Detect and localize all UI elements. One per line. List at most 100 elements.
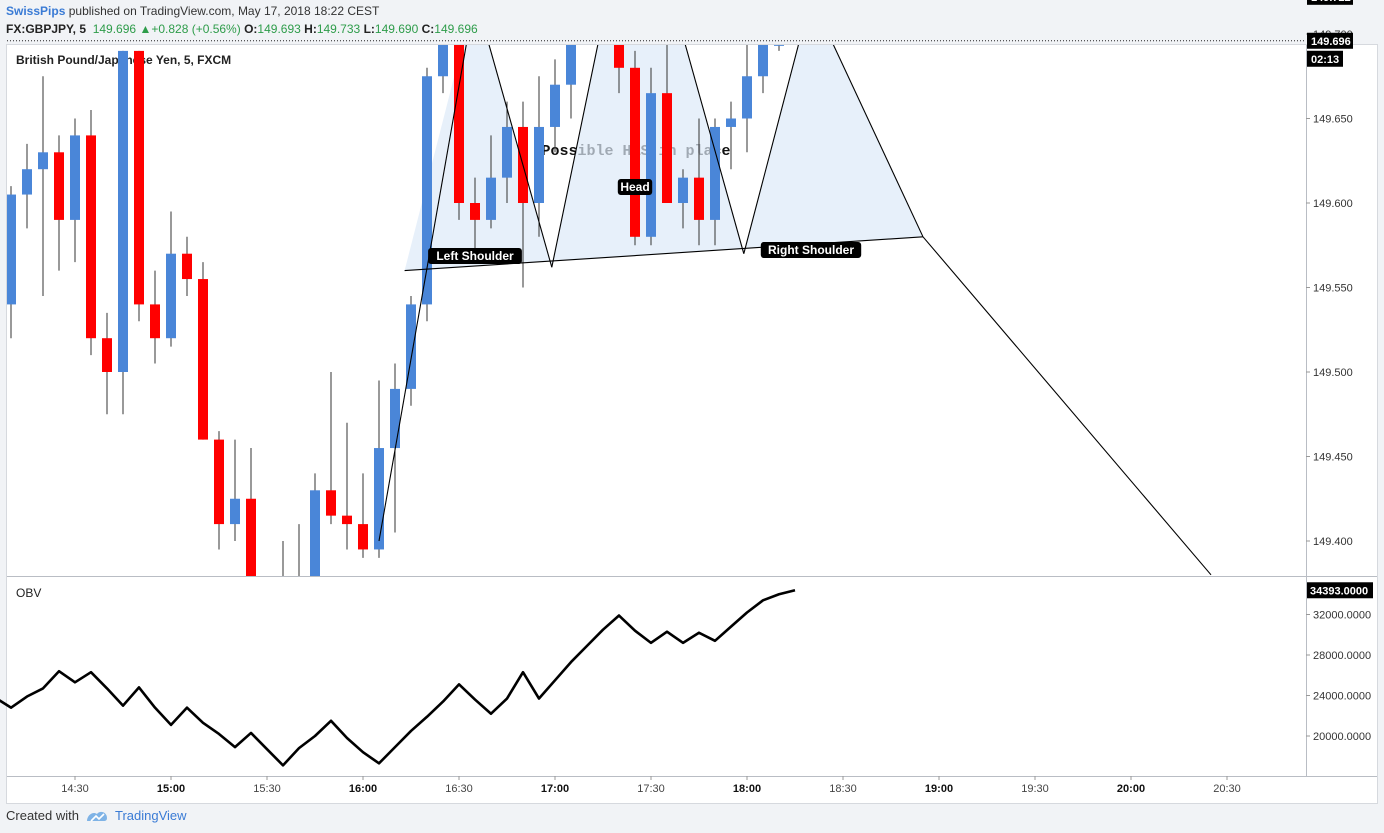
candle-up[interactable] bbox=[502, 126, 512, 178]
candle-down[interactable] bbox=[150, 304, 160, 339]
time-tick-label: 15:30 bbox=[253, 783, 281, 795]
candle-up[interactable] bbox=[646, 93, 656, 237]
high-label: H: bbox=[304, 22, 317, 36]
obv-last-badge: 34393.0000 bbox=[1310, 585, 1368, 597]
candle-up[interactable] bbox=[166, 253, 176, 339]
candle-up[interactable] bbox=[726, 118, 736, 127]
candle-up[interactable] bbox=[774, 41, 784, 46]
candle-up[interactable] bbox=[534, 126, 544, 203]
pattern-line[interactable] bbox=[551, 0, 635, 268]
candle-up[interactable] bbox=[678, 177, 688, 203]
time-tick-label: 20:00 bbox=[1117, 783, 1145, 795]
label-left-shoulder: Left Shoulder bbox=[436, 249, 514, 263]
candle-down[interactable] bbox=[454, 34, 464, 203]
close-label: C: bbox=[421, 22, 435, 36]
candle-down[interactable] bbox=[694, 177, 704, 220]
obv-line[interactable] bbox=[0, 589, 796, 767]
candle-up[interactable] bbox=[38, 152, 48, 170]
candle-down[interactable] bbox=[182, 253, 192, 280]
candle-down[interactable] bbox=[630, 67, 640, 237]
high-value: 149.733 bbox=[316, 22, 361, 36]
candle-down[interactable] bbox=[246, 498, 256, 600]
candle-up[interactable] bbox=[6, 194, 16, 305]
candle-up[interactable] bbox=[758, 42, 768, 77]
candle-down[interactable] bbox=[134, 50, 144, 305]
candle-up[interactable] bbox=[486, 177, 496, 220]
candle-down[interactable] bbox=[262, 600, 272, 659]
candle-down[interactable] bbox=[294, 583, 304, 591]
candle-up[interactable] bbox=[422, 76, 432, 305]
candle-down[interactable] bbox=[342, 515, 352, 525]
open-value: 149.693 bbox=[257, 22, 301, 36]
author-name[interactable]: SwissPips bbox=[6, 4, 66, 18]
candle-up[interactable] bbox=[406, 304, 416, 389]
published-text: published on TradingView.com, May 17, 20… bbox=[68, 4, 380, 18]
pattern-line[interactable] bbox=[378, 0, 475, 542]
candle-up[interactable] bbox=[710, 126, 720, 220]
symbol-label: FX:GBPJPY, 5 bbox=[6, 22, 87, 36]
time-tick-label: 15:00 bbox=[157, 783, 185, 795]
time-tick-label: 14:30 bbox=[61, 783, 89, 795]
candle-down[interactable] bbox=[358, 524, 368, 550]
time-tick-label: 16:00 bbox=[349, 783, 377, 795]
candle-down[interactable] bbox=[614, 0, 624, 68]
low-label: L: bbox=[363, 22, 375, 36]
last-price-badge-bg bbox=[1307, 32, 1353, 49]
candle-down[interactable] bbox=[662, 93, 672, 203]
time-tick-label: 17:00 bbox=[541, 783, 569, 795]
candle-up[interactable] bbox=[438, 34, 448, 77]
candle-down[interactable] bbox=[86, 135, 96, 339]
candle-up[interactable] bbox=[550, 84, 560, 127]
label-right-shoulder-bg bbox=[760, 242, 862, 258]
obv-tick-label: 24000.0000 bbox=[1313, 691, 1371, 703]
candle-up[interactable] bbox=[310, 490, 320, 591]
candle-up[interactable] bbox=[118, 50, 128, 373]
last-price-badge: 149.696 bbox=[1311, 36, 1351, 48]
ohlc-legend: FX:GBPJPY, 5 149.696 ▲+0.828 (+0.56%) O:… bbox=[6, 22, 478, 36]
candle-up[interactable] bbox=[70, 135, 80, 220]
candle-down[interactable] bbox=[198, 279, 208, 440]
candle-down[interactable] bbox=[54, 152, 64, 220]
obv-tick-label: 28000.0000 bbox=[1313, 650, 1371, 662]
pattern-line[interactable] bbox=[743, 0, 811, 254]
price-tick-label: 149.500 bbox=[1313, 367, 1353, 379]
candle-down[interactable] bbox=[470, 203, 480, 220]
pattern-line[interactable] bbox=[811, 0, 924, 238]
time-tick-label: 18:30 bbox=[829, 783, 857, 795]
projection-line[interactable] bbox=[922, 236, 1212, 576]
candle-down[interactable] bbox=[214, 439, 224, 525]
candle-up[interactable] bbox=[230, 498, 240, 525]
candle-up[interactable] bbox=[22, 169, 32, 195]
created-with-label: Created with bbox=[6, 808, 79, 823]
publish-info: SwissPips published on TradingView.com, … bbox=[6, 4, 379, 18]
candle-up[interactable] bbox=[566, 0, 576, 85]
level-price-badge-bg bbox=[1307, 0, 1353, 5]
change-value: +0.828 (+0.56%) bbox=[151, 22, 241, 36]
price-tick-label: 149.550 bbox=[1313, 283, 1353, 295]
pattern-line[interactable] bbox=[635, 0, 745, 254]
time-tick-label: 17:30 bbox=[637, 783, 665, 795]
candle-up[interactable] bbox=[742, 76, 752, 119]
candle-up[interactable] bbox=[278, 583, 288, 659]
obv-tick-label: 32000.0000 bbox=[1313, 610, 1371, 622]
pattern-line[interactable] bbox=[475, 0, 553, 268]
pattern-group bbox=[6, 0, 1212, 659]
candle-down[interactable] bbox=[326, 490, 336, 516]
close-value: 149.696 bbox=[434, 22, 478, 36]
time-tick-label: 18:00 bbox=[733, 783, 761, 795]
candle-up[interactable] bbox=[390, 388, 400, 449]
open-label: O: bbox=[244, 22, 258, 36]
chart-canvas[interactable]: British Pound/Japanese Yen, 5, FXCMPossi… bbox=[0, 0, 1384, 806]
countdown-badge-bg bbox=[1307, 50, 1343, 67]
tradingview-brand-link[interactable]: TradingView bbox=[114, 808, 187, 823]
price-tick-label: 149.600 bbox=[1313, 198, 1353, 210]
price-tick-label: 149.650 bbox=[1313, 114, 1353, 126]
countdown-badge: 02:13 bbox=[1311, 54, 1339, 66]
candle-up[interactable] bbox=[374, 448, 384, 550]
time-tick-label: 19:00 bbox=[925, 783, 953, 795]
label-head-bg bbox=[617, 179, 653, 195]
last-price-value: 149.696 bbox=[92, 22, 137, 36]
candle-down[interactable] bbox=[102, 338, 112, 372]
obv-tick-label: 20000.0000 bbox=[1313, 731, 1371, 743]
obv-last-badge-bg bbox=[1307, 582, 1373, 599]
